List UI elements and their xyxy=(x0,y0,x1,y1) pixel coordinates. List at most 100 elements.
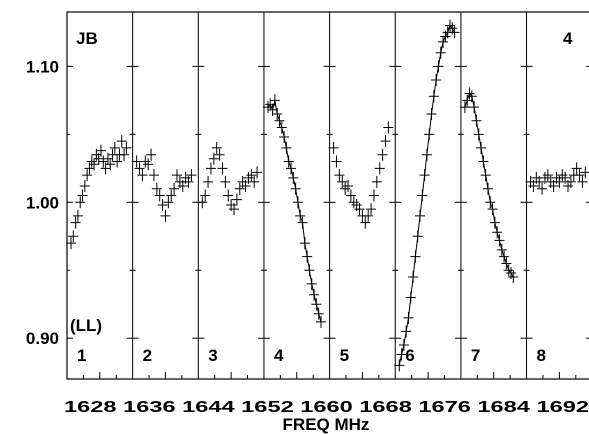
panel-number: 3 xyxy=(208,346,217,365)
data-point xyxy=(554,175,565,188)
data-point xyxy=(574,169,585,182)
data-point xyxy=(98,155,109,168)
data-point xyxy=(380,135,391,148)
data-point xyxy=(288,171,299,184)
data-point xyxy=(424,128,435,141)
data-point xyxy=(105,158,116,171)
data-point xyxy=(160,209,171,222)
data-point xyxy=(412,230,423,243)
data-point xyxy=(444,19,455,32)
data-point xyxy=(169,182,180,195)
data-point xyxy=(408,271,419,284)
data-point xyxy=(72,209,83,222)
data-point xyxy=(249,175,260,188)
data-point xyxy=(197,196,208,209)
data-point xyxy=(354,203,365,216)
data-point xyxy=(283,155,294,168)
data-point xyxy=(473,128,484,141)
data-point xyxy=(537,182,548,195)
data-point xyxy=(154,189,165,202)
data-point xyxy=(109,141,120,154)
series-line xyxy=(464,92,514,278)
data-point xyxy=(143,158,154,171)
data-point xyxy=(211,141,222,154)
data-point xyxy=(471,114,482,127)
data-point xyxy=(220,175,231,188)
data-point xyxy=(131,155,142,168)
data-point xyxy=(262,101,273,114)
data-point xyxy=(348,196,359,209)
data-point xyxy=(499,250,510,263)
data-point xyxy=(217,162,228,175)
data-point xyxy=(223,189,234,202)
data-point xyxy=(433,60,444,73)
data-point xyxy=(75,196,86,209)
panel-number: 7 xyxy=(471,346,480,365)
data-point xyxy=(166,189,177,202)
data-point xyxy=(396,348,407,361)
data-point xyxy=(464,87,475,100)
data-point xyxy=(272,107,283,120)
data-point xyxy=(403,311,414,324)
data-point xyxy=(417,189,428,202)
panel-3-series xyxy=(197,141,263,216)
data-point xyxy=(231,193,242,206)
data-point xyxy=(163,196,174,209)
data-point xyxy=(311,298,322,311)
data-point xyxy=(421,148,432,161)
data-point xyxy=(309,288,320,301)
data-point xyxy=(151,182,162,195)
data-point xyxy=(485,196,496,209)
panel-labels: 1 2 3 4 5 6 7 8 xyxy=(77,346,546,365)
data-point xyxy=(494,234,505,247)
data-point xyxy=(478,155,489,168)
panel-number: 2 xyxy=(143,346,152,365)
data-point xyxy=(70,216,81,229)
panel-7-series xyxy=(459,87,519,284)
data-point xyxy=(86,155,97,168)
data-point xyxy=(186,169,197,182)
data-point xyxy=(95,144,106,157)
data-point xyxy=(394,359,405,372)
data-point xyxy=(252,166,263,179)
data-point xyxy=(371,175,382,188)
data-point xyxy=(401,325,412,338)
panel-5-series xyxy=(328,121,394,229)
panel-number: 1 xyxy=(77,346,86,365)
panel-number: 4 xyxy=(274,346,284,365)
data-point xyxy=(343,179,354,192)
data-point xyxy=(377,148,388,161)
data-point xyxy=(306,277,317,290)
data-point xyxy=(79,179,90,192)
polarization-label: (LL) xyxy=(70,316,102,335)
series-line xyxy=(267,100,322,323)
data-point xyxy=(246,169,257,182)
data-point xyxy=(68,230,79,243)
panel-1-series xyxy=(66,135,132,250)
data-point xyxy=(363,209,374,222)
data-point xyxy=(286,162,297,175)
data-point xyxy=(428,90,439,103)
data-point xyxy=(419,169,430,182)
data-point xyxy=(82,169,93,182)
data-point xyxy=(177,179,188,192)
data-point xyxy=(137,169,148,182)
data-point xyxy=(290,182,301,195)
data-point xyxy=(295,209,306,222)
data-series xyxy=(66,19,589,372)
data-point xyxy=(119,148,130,161)
data-point xyxy=(398,339,409,352)
x-tick-labels: 1628 1636 1644 1652 1660 1668 1676 1684 … xyxy=(64,399,589,416)
data-point xyxy=(276,121,287,134)
data-point xyxy=(337,175,348,188)
data-point xyxy=(459,101,470,114)
data-point xyxy=(565,175,576,188)
panel-number: 5 xyxy=(340,346,349,365)
data-point xyxy=(234,182,245,195)
panel-2-series xyxy=(131,148,197,222)
data-point xyxy=(571,162,582,175)
data-point xyxy=(203,175,214,188)
data-point xyxy=(121,141,132,154)
data-point xyxy=(466,90,477,103)
panel-6-series xyxy=(394,19,460,372)
